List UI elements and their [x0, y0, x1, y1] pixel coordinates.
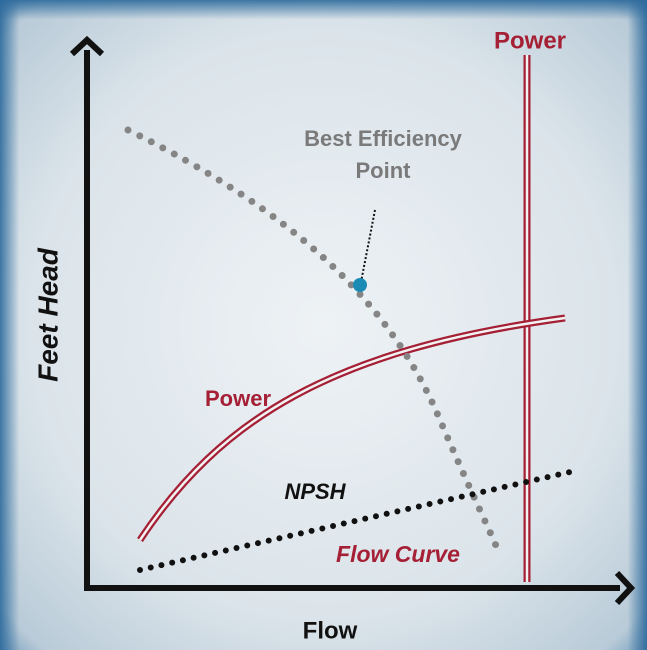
bep-label: Best Efficiency — [304, 126, 462, 151]
power-curve-label: Power — [205, 386, 271, 411]
npsh-label: NPSH — [284, 479, 346, 504]
bep-point — [353, 278, 367, 292]
diagram: Power Best Efficiency Point Feet Head Po… — [0, 0, 647, 650]
y-axis-label: Feet Head — [32, 247, 63, 382]
bep-label: Point — [356, 158, 412, 183]
flow-curve-label: Flow Curve — [336, 541, 460, 567]
background-edge — [0, 0, 647, 650]
x-axis-label: Flow — [303, 617, 358, 644]
page: Power Best Efficiency Point Feet Head Po… — [0, 0, 647, 650]
power-label: Power — [494, 27, 566, 54]
